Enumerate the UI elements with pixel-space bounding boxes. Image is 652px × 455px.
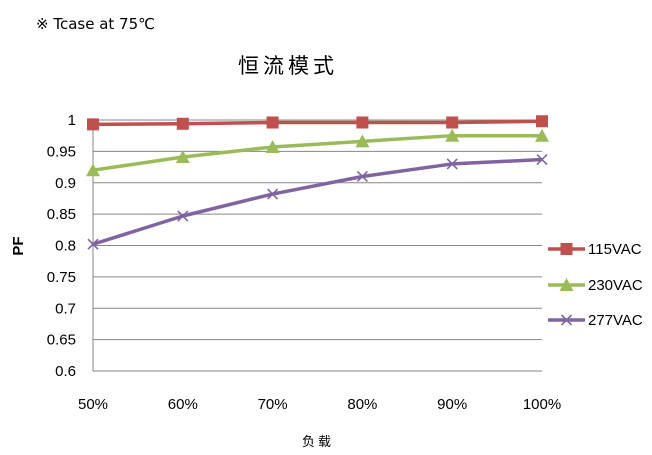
y-tick-label: 0.8	[55, 238, 76, 255]
chart-title: 恒流模式	[238, 54, 338, 78]
marker-square	[536, 115, 548, 128]
marker-triangle	[355, 134, 370, 148]
grid	[92, 119, 542, 372]
marker-triangle	[559, 278, 574, 291]
series-277VAC	[87, 153, 548, 250]
marker-triangle	[86, 163, 100, 177]
marker-square	[87, 118, 99, 131]
marker-x	[87, 238, 99, 250]
marker-square	[266, 116, 279, 129]
y-tick-label: 0.65	[47, 332, 76, 349]
legend-item: 230VAC	[548, 277, 643, 294]
marker-square	[356, 116, 369, 129]
series-group	[86, 115, 549, 250]
y-tick-label: 0.6	[55, 363, 76, 380]
legend-item: 115VAC	[548, 241, 642, 258]
x-tick-label: 100%	[523, 396, 561, 413]
series-line	[92, 133, 542, 172]
marker-x	[177, 210, 189, 222]
marker-triangle	[445, 128, 460, 142]
series-230VAC	[86, 128, 549, 177]
marker-triangle	[265, 139, 280, 153]
marker-x	[560, 314, 573, 326]
x-tick-label: 80%	[347, 396, 377, 413]
series-line	[92, 157, 543, 246]
marker-square	[560, 243, 573, 255]
legend-label: 230VAC	[588, 277, 643, 294]
marker-x	[446, 158, 458, 170]
marker-square	[446, 116, 459, 129]
y-tick-label: 0.85	[47, 206, 76, 223]
series-115VAC	[87, 115, 548, 131]
y-tick-label: 0.75	[47, 269, 76, 286]
marker-x	[536, 153, 548, 166]
legend: 115VAC 230VAC 277VAC	[548, 241, 643, 329]
y-tick-label: 1	[68, 112, 76, 129]
tcase-note: ※ Tcase at 75℃	[36, 15, 155, 33]
x-tick-labels: 50% 60% 70% 80% 90% 100%	[78, 396, 561, 413]
marker-triangle	[535, 128, 549, 142]
legend-item: 277VAC	[548, 312, 643, 329]
series-line	[92, 119, 543, 127]
y-tick-label: 0.95	[47, 143, 76, 160]
marker-x	[267, 188, 279, 200]
y-tick-labels: 0.6 0.65 0.7 0.75 0.8 0.85 0.9 0.95 1	[47, 112, 76, 380]
marker-x	[356, 170, 368, 183]
legend-label: 115VAC	[588, 241, 642, 258]
y-axis-label: PF	[10, 236, 27, 255]
y-tick-label: 0.7	[55, 300, 76, 317]
x-tick-label: 60%	[168, 396, 198, 413]
marker-triangle	[175, 150, 190, 164]
y-tick-label: 0.9	[55, 175, 76, 192]
x-tick-label: 70%	[258, 396, 288, 413]
x-axis-label: 负载	[302, 435, 334, 450]
legend-label: 277VAC	[588, 312, 643, 329]
x-tick-label: 50%	[78, 396, 108, 413]
marker-square	[176, 117, 189, 130]
x-tick-label: 90%	[437, 396, 467, 413]
